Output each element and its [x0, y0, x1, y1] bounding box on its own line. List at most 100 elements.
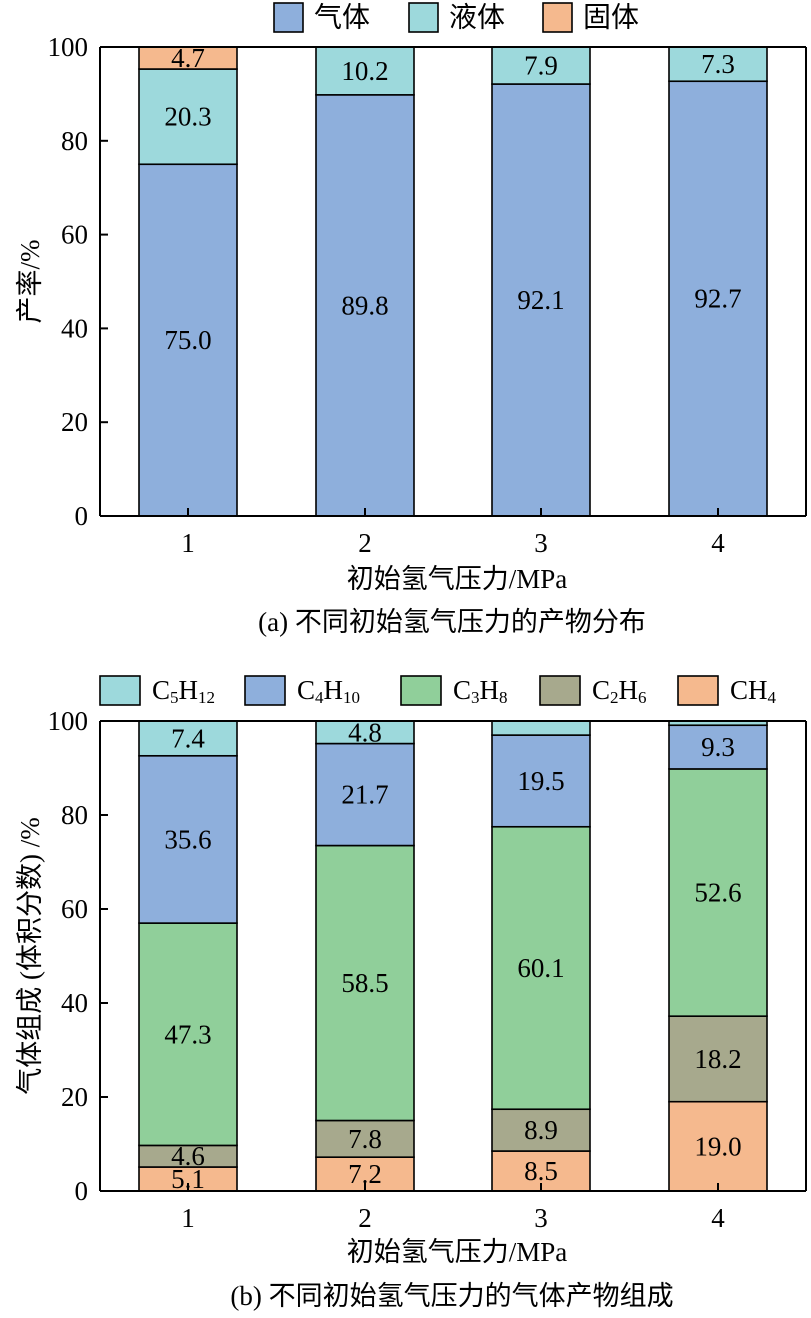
y-tick-label: 20: [61, 1082, 88, 1112]
bar-segment: [668, 80, 768, 517]
legend-label: C4H10: [297, 675, 360, 707]
y-tick-label: 0: [75, 1176, 89, 1206]
bar-segment: [315, 94, 415, 517]
data-label: 7.9: [524, 51, 558, 81]
y-tick-label: 0: [75, 501, 89, 531]
data-label: 7.4: [171, 723, 205, 753]
data-label: 18.2: [694, 1044, 741, 1074]
x-tick-label: 3: [534, 528, 548, 558]
data-label: 58.5: [341, 968, 388, 998]
bar-segment: [138, 163, 238, 517]
data-label: 4.7: [171, 43, 205, 73]
data-label: 4.6: [171, 1141, 205, 1171]
y-tick-label: 40: [61, 988, 88, 1018]
legend-text: C: [297, 675, 315, 705]
bar-segment: [668, 724, 768, 770]
legend-subscript: 2: [610, 688, 619, 707]
legend-text: CH: [730, 675, 768, 705]
bar-segment: [668, 768, 768, 1017]
x-tick-label: 2: [358, 1203, 372, 1233]
x-tick-label: 2: [358, 528, 372, 558]
x-axis-label: 初始氢气压力/MPa: [347, 564, 568, 594]
legend-subscript: 10: [343, 688, 360, 707]
data-label: 75.0: [164, 325, 211, 355]
data-label: 19.5: [517, 766, 564, 796]
data-label: 89.8: [341, 290, 388, 320]
data-label: 10.2: [341, 56, 388, 86]
legend-subscript: 4: [768, 688, 777, 707]
legend-text: H: [480, 675, 500, 705]
legend-label: CH4: [730, 675, 777, 707]
y-tick-label: 80: [61, 800, 88, 830]
legend-label: C2H6: [592, 675, 647, 707]
bar-segment: [491, 720, 591, 736]
data-label: 35.6: [164, 824, 211, 854]
data-label: 19.0: [694, 1131, 741, 1161]
legend-text: C: [592, 675, 610, 705]
chart-a: 75.0 20.3 4.7 89.8 10.2 92.1 7.9 92.7 7.3 0 20 40 60…: [15, 1, 807, 637]
legend-text: C: [453, 675, 471, 705]
data-label: 92.1: [517, 285, 564, 315]
bar-segment: [491, 734, 591, 828]
bar-segment: [315, 844, 415, 1122]
x-tick-label: 4: [711, 528, 725, 558]
data-label: 4.8: [348, 717, 382, 747]
legend-swatch: [408, 2, 439, 33]
legend-text: H: [324, 675, 344, 705]
data-label: 8.5: [524, 1156, 558, 1186]
data-label: 8.9: [524, 1115, 558, 1145]
bar-segment: [138, 922, 238, 1147]
legend-text: C: [152, 675, 170, 705]
x-axis-label: 初始氢气压力/MPa: [347, 1237, 568, 1267]
data-label: 47.3: [164, 1019, 211, 1049]
bar-segment: [138, 68, 238, 166]
legend-swatch: [539, 675, 581, 706]
bar-segment: [491, 1150, 591, 1192]
chart-b: 5.14.647.335.67.47.27.858.521.74.88.58.9…: [15, 675, 807, 1311]
bar-segment: [491, 1108, 591, 1152]
y-tick-label: 40: [61, 313, 88, 343]
legend-swatch: [542, 2, 573, 33]
y-tick-label: 20: [61, 407, 88, 437]
legend-swatch: [99, 675, 141, 706]
legend-label: C5H12: [152, 675, 215, 707]
data-label: 21.7: [341, 780, 388, 810]
y-tick-label: 100: [48, 32, 89, 62]
legend-subscript: 5: [170, 688, 179, 707]
x-tick-label: 4: [711, 1203, 725, 1233]
bar-segment: [491, 825, 591, 1111]
legend-subscript: 6: [638, 688, 647, 707]
legend-label: 气体: [314, 1, 370, 34]
figure-caption: (b) 不同初始氢气压力的气体产物组成: [230, 1281, 673, 1311]
legend-swatch: [400, 675, 442, 706]
bar-segment: [491, 83, 591, 517]
legend-swatch: [273, 2, 304, 33]
legend-swatch: [244, 675, 286, 706]
data-label: 20.3: [164, 102, 211, 132]
bar-segment: [668, 1100, 768, 1192]
data-label: 7.3: [701, 49, 735, 79]
legend-text: H: [179, 675, 199, 705]
data-label: 7.8: [348, 1124, 382, 1154]
y-tick-label: 60: [61, 894, 88, 924]
bar-segment: [668, 46, 768, 83]
y-tick-label: 60: [61, 220, 88, 250]
legend: 气体 液体 固体: [273, 1, 639, 34]
data-label: 60.1: [517, 953, 564, 983]
bar-segment: [315, 742, 415, 847]
bar-segment: [315, 1119, 415, 1158]
legend-swatch: [677, 675, 719, 706]
y-axis-label: 产率/%: [15, 240, 45, 324]
legend-label: 固体: [583, 1, 639, 34]
figure-caption: (a) 不同初始氢气压力的产物分布: [258, 607, 646, 637]
legend-subscript: 12: [198, 688, 215, 707]
bar-segment: [491, 46, 591, 85]
data-label: 9.3: [701, 732, 735, 762]
legend-subscript: 3: [471, 688, 480, 707]
y-tick-label: 80: [61, 126, 88, 156]
y-tick-label: 100: [48, 706, 89, 736]
legend-text: H: [619, 675, 639, 705]
y-axis-label: 气体组成 (体积分数) /%: [15, 817, 45, 1094]
data-label: 92.7: [694, 284, 741, 314]
